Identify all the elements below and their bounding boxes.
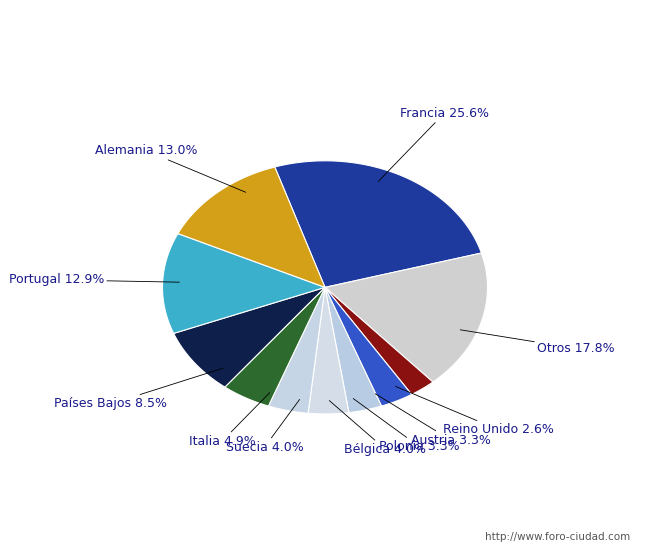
Polygon shape — [162, 234, 325, 333]
Text: Francia 25.6%: Francia 25.6% — [378, 107, 489, 182]
Text: Suecia 4.0%: Suecia 4.0% — [226, 399, 304, 454]
Polygon shape — [325, 287, 382, 412]
Text: Portugal 12.9%: Portugal 12.9% — [9, 273, 179, 287]
Polygon shape — [275, 161, 482, 287]
Text: Italia 4.9%: Italia 4.9% — [188, 393, 270, 448]
Polygon shape — [225, 287, 325, 406]
Polygon shape — [325, 287, 411, 406]
Text: Alemania 13.0%: Alemania 13.0% — [95, 144, 246, 192]
Text: Austria 3.3%: Austria 3.3% — [375, 394, 491, 447]
Text: Bélgica 4.0%: Bélgica 4.0% — [330, 400, 426, 456]
Polygon shape — [325, 253, 488, 382]
Polygon shape — [178, 167, 325, 287]
Text: Otros 17.8%: Otros 17.8% — [460, 330, 615, 355]
Polygon shape — [325, 287, 433, 394]
Text: Arroyo de la Encomienda - Turistas extranjeros según país - Abril de 2024: Arroyo de la Encomienda - Turistas extra… — [80, 14, 570, 27]
Text: Países Bajos 8.5%: Países Bajos 8.5% — [55, 368, 223, 410]
Polygon shape — [308, 287, 349, 414]
Polygon shape — [174, 287, 325, 387]
Text: Polonia 3.3%: Polonia 3.3% — [353, 399, 460, 453]
Polygon shape — [268, 287, 325, 413]
Text: Reino Unido 2.6%: Reino Unido 2.6% — [396, 387, 554, 436]
Text: http://www.foro-ciudad.com: http://www.foro-ciudad.com — [486, 532, 630, 542]
